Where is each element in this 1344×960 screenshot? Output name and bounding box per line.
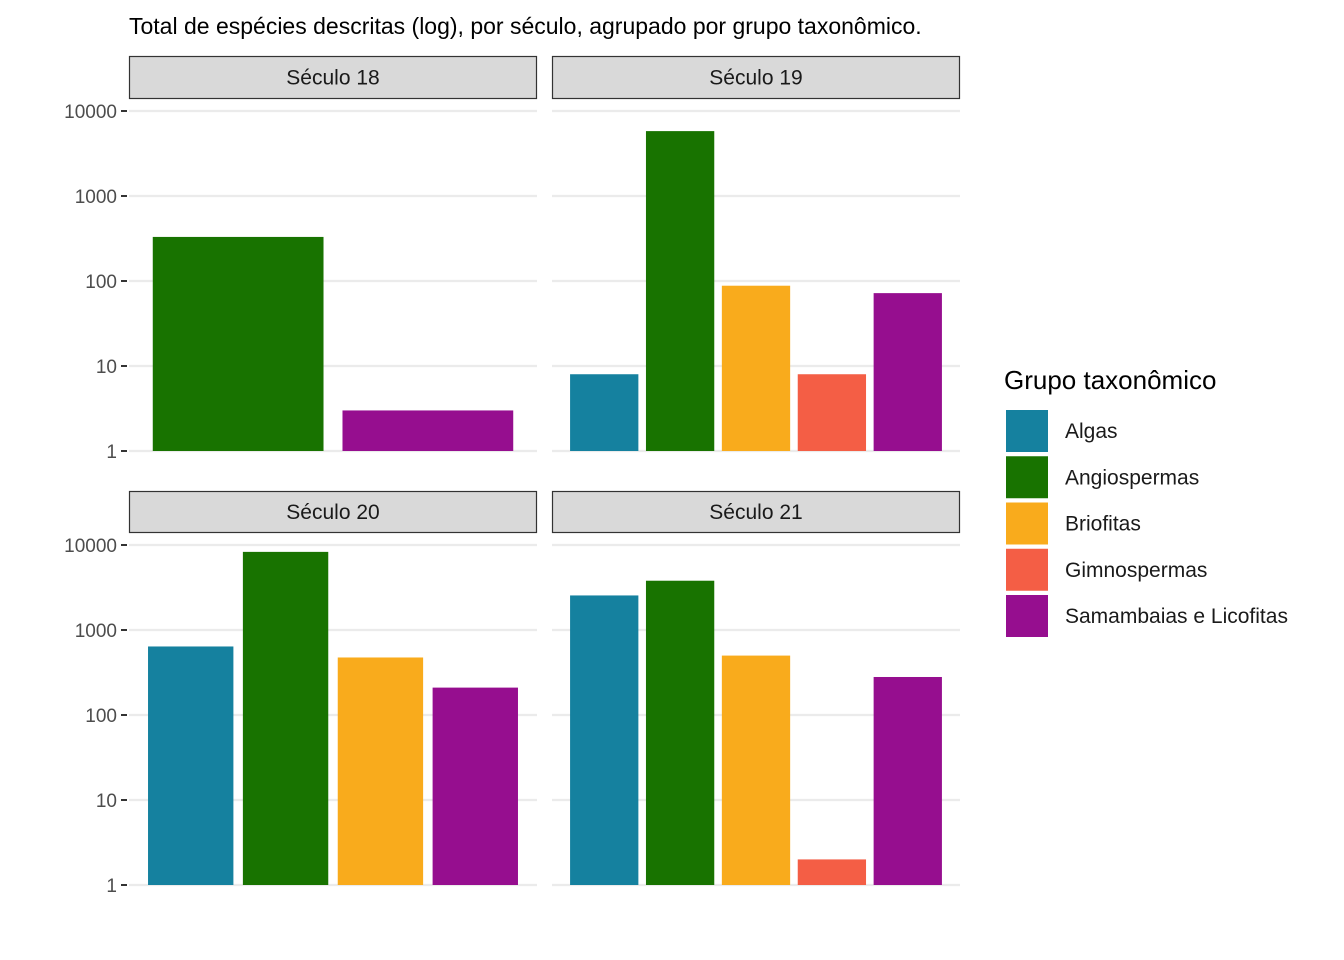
facet-panel: Século 19: [551, 55, 961, 453]
y-tick-label: 1000: [75, 621, 117, 642]
legend-label: Gimnospermas: [1065, 559, 1207, 582]
bar-angiospermas: [152, 236, 324, 451]
legend-key: [1006, 502, 1048, 545]
bar-algas: [570, 595, 639, 885]
bar-samambaias-e-licofitas: [873, 676, 942, 885]
facet-panels: Século 18 1 10 100 1000 10000 Século 19 Século …: [64, 55, 961, 897]
legend-key: [1006, 595, 1048, 637]
legend-label: Algas: [1065, 420, 1118, 443]
bar-samambaias-e-licofitas: [873, 293, 942, 451]
facet-strip: [128, 490, 538, 534]
chart-title: Total de espécies descritas (log), por s…: [129, 13, 922, 39]
bar-briofitas: [721, 285, 791, 451]
y-tick-label: 10: [96, 791, 117, 812]
legend-key: [1006, 410, 1048, 452]
y-tick-label: 100: [85, 272, 117, 293]
y-tick-label: 10000: [64, 536, 117, 557]
facet-strip: [128, 55, 538, 100]
legend-label: Angiospermas: [1065, 466, 1199, 489]
bar-angiospermas: [242, 551, 329, 885]
legend-label: Briofitas: [1065, 513, 1141, 536]
bar-algas: [570, 374, 639, 451]
bar-algas: [148, 646, 234, 885]
legend-key: [1006, 548, 1048, 591]
bar-gimnospermas: [797, 859, 867, 885]
y-tick-label: 1: [106, 876, 117, 897]
bar-angiospermas: [645, 580, 715, 885]
y-tick-label: 10000: [64, 102, 117, 123]
y-tick-label: 100: [85, 706, 117, 727]
facet-panel: Século 21: [551, 490, 961, 887]
facet-panel: Século 20 1 10 100 1000 10000: [64, 490, 538, 897]
legend: Grupo taxonômico Algas Angiospermas Briofit…: [1004, 365, 1288, 637]
legend-label: Samambaias e Licofitas: [1065, 605, 1288, 628]
facet-strip: [551, 490, 961, 534]
facet-panel: Século 18 1 10 100 1000 10000: [64, 55, 538, 463]
bar-samambaias-e-licofitas: [432, 687, 518, 885]
bar-briofitas: [721, 655, 791, 885]
y-tick-label: 10: [96, 357, 117, 378]
facet-strip-label: Século 18: [286, 67, 379, 90]
facet-strip-label: Século 19: [709, 67, 802, 90]
legend-key: [1006, 456, 1048, 499]
legend-title: Grupo taxonômico: [1004, 365, 1216, 395]
bar-angiospermas: [645, 131, 715, 451]
bar-briofitas: [337, 657, 424, 885]
bar-samambaias-e-licofitas: [342, 410, 514, 451]
y-tick-label: 1000: [75, 187, 117, 208]
y-tick-label: 1: [106, 442, 117, 463]
facet-strip: [551, 55, 961, 100]
facet-strip-label: Século 20: [286, 501, 379, 524]
facet-strip-label: Século 21: [709, 501, 802, 524]
bar-gimnospermas: [797, 374, 867, 451]
